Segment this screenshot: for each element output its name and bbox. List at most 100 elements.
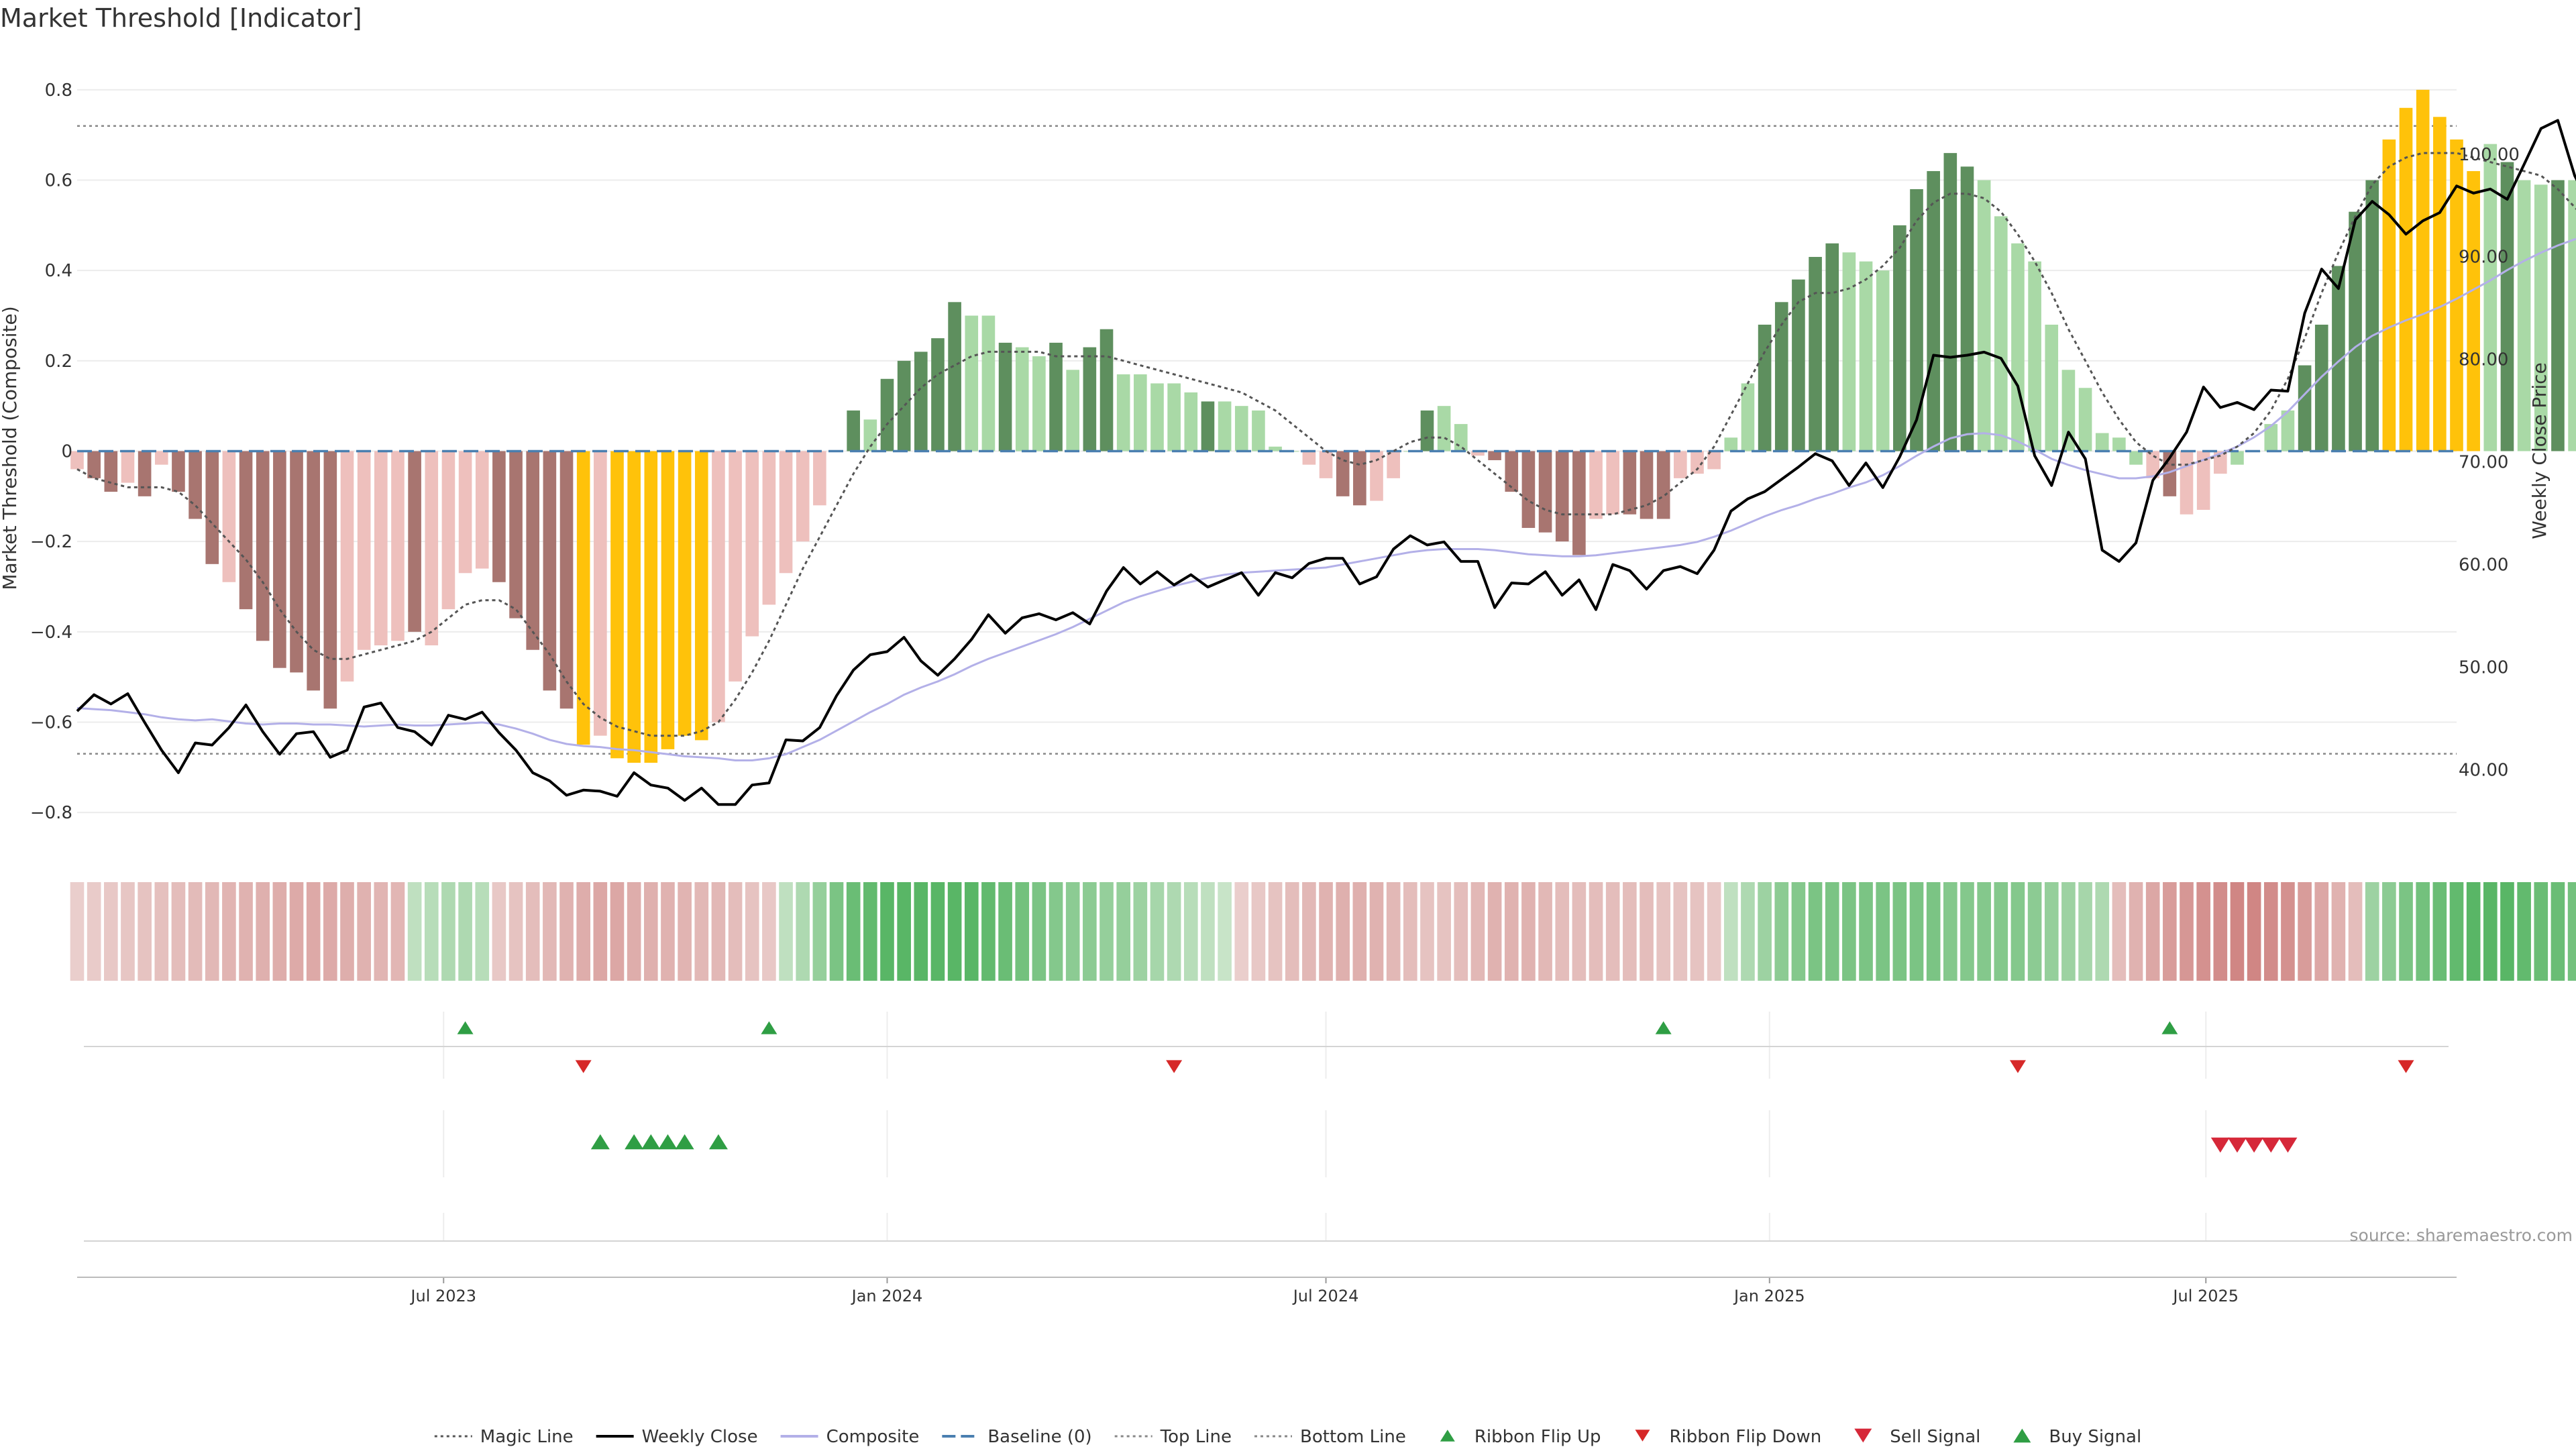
ribbon-cell	[593, 882, 608, 981]
ribbon-cell	[796, 882, 810, 981]
ribbon-cell	[1504, 882, 1519, 981]
ribbon-cell	[1690, 882, 1705, 981]
ribbon-cell	[2399, 882, 2413, 981]
y2-tick-label: 60.00	[2459, 555, 2508, 575]
composite-bar	[1150, 383, 1164, 451]
x-tick-label: Jul 2024	[1292, 1287, 1359, 1305]
composite-bar	[2399, 107, 2413, 451]
composite-bar	[408, 451, 421, 632]
composite-bar	[391, 451, 405, 641]
composite-bar	[627, 451, 641, 763]
composite-bar	[2196, 451, 2210, 511]
ribbon-cell	[2416, 882, 2430, 981]
composite-bar	[1521, 451, 1536, 528]
legend-item-flipdown: Ribbon Flip Down	[1635, 1427, 1821, 1447]
composite-bar	[2180, 451, 2194, 515]
composite-bar	[745, 451, 759, 637]
ribbon-cell	[1521, 882, 1536, 981]
ribbon-cell	[627, 882, 641, 981]
ribbon-cell	[1555, 882, 1570, 981]
ribbon-cell	[1386, 882, 1401, 981]
composite-bar	[1049, 342, 1063, 451]
y2-tick-label: 70.00	[2459, 453, 2508, 473]
composite-bar	[2078, 388, 2092, 451]
y-tick-label: 0.8	[45, 80, 72, 101]
y-tick-label: 0.6	[45, 171, 72, 191]
composite-bar	[1741, 383, 1755, 451]
ribbon-cell	[2314, 882, 2329, 981]
ribbon-flip-up-marker	[2161, 1021, 2178, 1034]
composite-bar	[2011, 243, 2025, 451]
ribbon-cell	[87, 882, 101, 981]
composite-bar	[1825, 243, 1839, 451]
ribbon-cell	[1538, 882, 1552, 981]
legend-item-baseline: Baseline (0)	[942, 1427, 1092, 1447]
composite-bar	[1167, 383, 1181, 451]
ribbon-cell	[205, 882, 219, 981]
composite-bar	[1606, 451, 1620, 515]
ribbon-flip-up-marker	[457, 1021, 474, 1034]
legend-icon-flip-down	[1635, 1430, 1650, 1442]
y2-tick-label: 90.00	[2459, 248, 2508, 268]
ribbon-cell	[678, 882, 692, 981]
ribbon-flip-up-marker	[1655, 1021, 1672, 1034]
ribbon-cell	[2196, 882, 2210, 981]
legend-item-flipup: Ribbon Flip Up	[1440, 1427, 1601, 1447]
ribbon-cell	[2432, 882, 2447, 981]
composite-bar	[1876, 270, 1890, 451]
ribbon-cell	[2567, 882, 2576, 981]
signal-panel	[590, 1134, 2298, 1153]
ribbon-cell	[897, 882, 911, 981]
ribbon-flip-down-marker	[1166, 1060, 1183, 1073]
composite-bar	[1454, 424, 1468, 451]
composite-bar	[678, 451, 692, 736]
composite-bar	[880, 378, 894, 451]
composite-bar	[87, 451, 101, 478]
composite-bar	[1893, 225, 1907, 451]
x-tick-label: Jan 2025	[1733, 1287, 1805, 1305]
ribbon-cell	[643, 882, 658, 981]
composite-bar	[222, 451, 236, 582]
ribbon-cell	[323, 882, 337, 981]
y2-tick-label: 100.00	[2459, 145, 2520, 165]
composite-bar	[2298, 365, 2312, 451]
composite-bar	[475, 451, 489, 569]
composite-bar	[813, 451, 826, 506]
ribbon-cell	[981, 882, 996, 981]
composite-bar	[576, 451, 590, 745]
composite-bar	[2095, 433, 2109, 451]
composite-panel	[70, 89, 2576, 806]
ribbon-cell	[1470, 882, 1485, 981]
ribbon-cell	[1892, 882, 1907, 981]
ribbon-cell	[374, 882, 388, 981]
composite-bar	[1505, 451, 1519, 492]
ribbon-cell	[1605, 882, 1620, 981]
ribbon-flip-down-marker	[2398, 1060, 2414, 1073]
composite-bar	[138, 451, 152, 496]
composite-bar	[2231, 451, 2244, 465]
ribbon-cell	[1234, 882, 1249, 981]
legend-icon-flip-up	[1440, 1430, 1455, 1442]
composite-bar	[1319, 451, 1333, 478]
composite-bar	[526, 451, 540, 650]
composite-bar	[661, 451, 675, 749]
ribbon-cell	[2382, 882, 2396, 981]
ribbon-cell	[222, 882, 236, 981]
ribbon-cell	[390, 882, 405, 981]
legend-label: Baseline (0)	[987, 1427, 1091, 1447]
ribbon-cell	[154, 882, 169, 981]
ribbon-cell	[2095, 882, 2110, 981]
composite-bar	[1910, 189, 1923, 451]
ribbon-cell	[256, 882, 270, 981]
composite-bar	[610, 451, 624, 759]
composite-bar	[189, 451, 202, 519]
composite-bar	[441, 451, 455, 610]
ribbon-cell	[2044, 882, 2059, 981]
ribbon-cell	[2010, 882, 2025, 981]
ribbon-cell	[2230, 882, 2245, 981]
composite-bar	[1302, 451, 1316, 465]
composite-bar	[1859, 261, 1873, 451]
ribbon-cell	[2145, 882, 2160, 981]
y-tick-label: −0.6	[30, 712, 72, 733]
composite-bar	[1994, 216, 2008, 451]
